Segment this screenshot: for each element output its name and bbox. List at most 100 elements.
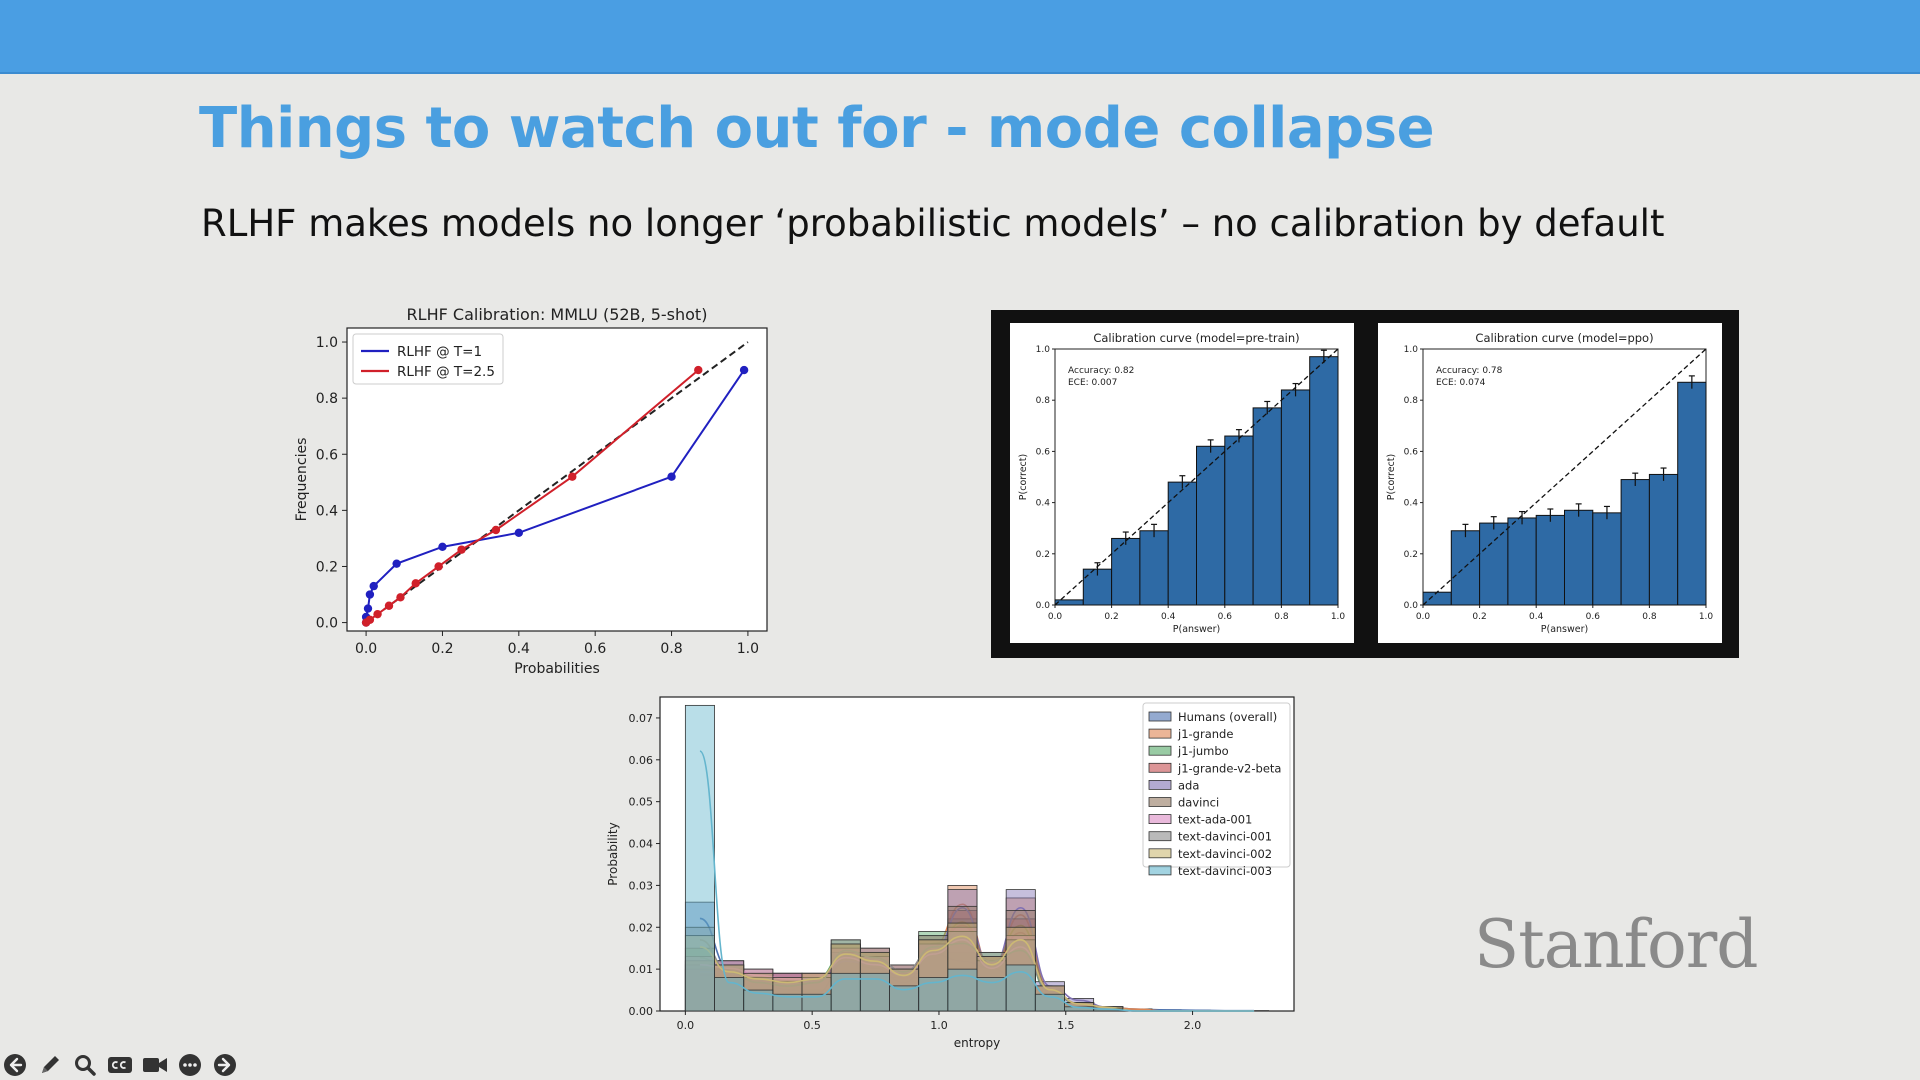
- magnify-icon[interactable]: [72, 1052, 98, 1078]
- legend-swatch: [1148, 814, 1172, 824]
- density-curve: [699, 750, 1255, 1012]
- back-icon[interactable]: [2, 1052, 28, 1078]
- calibration-bar: [1677, 381, 1707, 606]
- y-tick-label: 0.0: [1404, 601, 1419, 611]
- forward-icon[interactable]: [212, 1052, 238, 1078]
- histogram-bar: [684, 960, 715, 1012]
- y-tick-label: 0.8: [1036, 396, 1051, 406]
- data-point: [365, 590, 375, 599]
- calibration-bar: [1620, 479, 1650, 606]
- calibration-bar: [1479, 522, 1509, 606]
- pencil-icon[interactable]: [37, 1052, 63, 1078]
- legend-box: [352, 333, 504, 385]
- y-tick-label: 0.02: [629, 921, 654, 934]
- more-icon[interactable]: [177, 1052, 203, 1078]
- legend-entry: text-davinci-003: [1178, 864, 1272, 878]
- header-bar: [0, 0, 1920, 74]
- metric-annotation: Accuracy: 0.78: [1436, 366, 1503, 376]
- y-tick-label: 0.0: [1036, 601, 1051, 611]
- y-tick-label: 0.6: [316, 447, 338, 463]
- legend-entry: text-ada-001: [1178, 813, 1252, 827]
- y-tick-label: 0.8: [316, 391, 338, 407]
- closed-captions-icon[interactable]: [107, 1052, 133, 1078]
- x-tick-label: 1.0: [1331, 612, 1346, 622]
- legend-entry: text-davinci-002: [1178, 847, 1272, 861]
- y-tick-label: 0.4: [316, 503, 338, 519]
- legend-swatch: [1148, 711, 1172, 722]
- data-point: [396, 593, 405, 602]
- y-tick-label: 0.05: [629, 796, 654, 809]
- x-tick-label: 1.0: [930, 1019, 948, 1032]
- legend-swatch: [1148, 762, 1172, 773]
- chart-title: Calibration curve (model=ppo): [1475, 331, 1653, 345]
- x-axis-label: entropy: [954, 1036, 1000, 1050]
- data-point: [491, 525, 501, 535]
- legend-entry: Humans (overall): [1178, 710, 1277, 724]
- calibration-bar: [1111, 537, 1141, 606]
- legend-entry: ada: [1178, 778, 1199, 792]
- stanford-logo: Stanford: [1474, 906, 1759, 983]
- histogram-bar: [918, 939, 949, 1012]
- histogram-bar: [859, 956, 890, 1012]
- y-tick-label: 0.03: [629, 879, 654, 892]
- calibration-bar: [1535, 514, 1565, 606]
- data-point: [457, 545, 466, 554]
- y-tick-label: 0.6: [1404, 447, 1419, 457]
- legend-entry: j1-jumbo: [1177, 744, 1229, 758]
- histogram-bar: [684, 704, 715, 1012]
- y-tick-label: 1.0: [1404, 345, 1419, 355]
- x-tick-label: 0.8: [1642, 612, 1657, 622]
- legend-swatch: [1148, 865, 1172, 876]
- calibration-curves-panel: Calibration curve (model=pre-train)0.0 0.…: [991, 310, 1739, 658]
- y-axis-label: Frequencies: [294, 438, 310, 522]
- legend-entry: j1-grande-v2-beta: [1177, 761, 1281, 775]
- calibration-bar: [1054, 599, 1084, 606]
- video-camera-icon[interactable]: [142, 1052, 168, 1078]
- rlhf-calibration-chart: RLHF Calibration: MMLU (52B, 5-shot) 0.0 0…: [294, 305, 768, 677]
- legend-swatch: [1148, 831, 1172, 842]
- x-axis-label: P(answer): [1173, 624, 1220, 635]
- data-point: [667, 472, 676, 481]
- perfect-calibration-line: [365, 341, 749, 624]
- y-tick-label: 0.6: [1036, 447, 1051, 457]
- y-tick-label: 0.07: [629, 712, 654, 725]
- histogram-bar: [976, 956, 1007, 1012]
- legend-swatch: [1148, 745, 1172, 756]
- x-tick-label: 0.6: [584, 641, 606, 657]
- x-tick-label: 1.0: [737, 641, 759, 657]
- x-axis-label: P(answer): [1541, 624, 1588, 635]
- x-tick-label: 0.2: [1472, 612, 1486, 622]
- calibration-bar: [1139, 530, 1169, 606]
- x-tick-label: 0.0: [1048, 612, 1063, 622]
- chart-title: RLHF Calibration: MMLU (52B, 5-shot): [407, 305, 708, 324]
- legend-swatch: [1148, 728, 1172, 739]
- legend-swatch: [1148, 848, 1172, 859]
- calibration-bar: [1507, 517, 1537, 606]
- y-tick-label: 0.2: [1404, 550, 1418, 560]
- histogram-bar: [976, 960, 1007, 1012]
- legend-entry: davinci: [1178, 796, 1219, 810]
- calibration-bar: [1224, 435, 1254, 606]
- data-point: [694, 365, 703, 375]
- y-tick-label: 1.0: [316, 335, 338, 351]
- y-tick-label: 0.4: [1036, 499, 1051, 509]
- data-point: [514, 528, 524, 538]
- calibration-bar: [1422, 591, 1452, 606]
- chart-legend: RLHF @ T=1 RLHF @ T=2.5: [352, 333, 504, 385]
- data-point: [363, 604, 373, 613]
- legend-entry: text-davinci-001: [1178, 830, 1272, 844]
- x-tick-label: 1.5: [1057, 1019, 1075, 1032]
- histogram-bar: [976, 956, 1007, 1012]
- histogram-bar: [976, 960, 1007, 1012]
- x-tick-label: 0.4: [1161, 612, 1176, 622]
- histogram-bar: [684, 926, 715, 1012]
- metric-annotation: ECE: 0.007: [1068, 378, 1117, 388]
- data-point: [739, 365, 749, 375]
- calibration-bar: [1309, 356, 1339, 606]
- calibration-curve-ppo: Calibration curve (model=ppo) 0.0 0.2 0.4 0.…: [1378, 323, 1722, 643]
- x-tick-label: 0.4: [1529, 612, 1544, 622]
- y-axis-label: P(correct): [1018, 454, 1029, 500]
- data-point: [369, 581, 378, 591]
- data-point: [434, 562, 443, 571]
- calibration-bar: [1592, 512, 1622, 606]
